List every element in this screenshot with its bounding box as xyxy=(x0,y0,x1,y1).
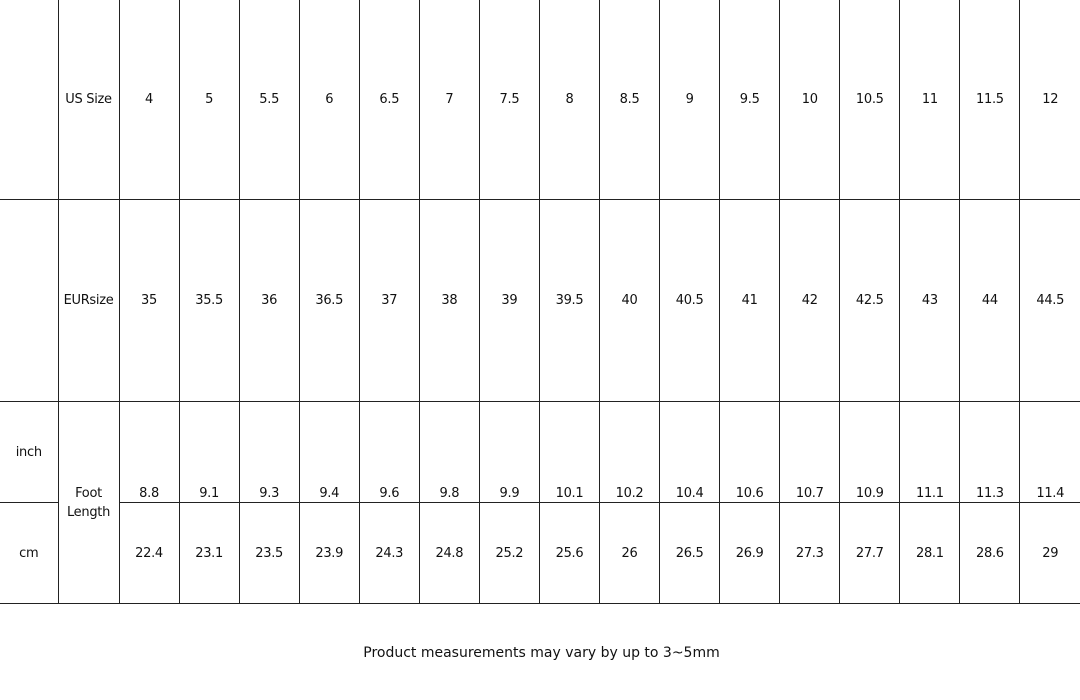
us-size-cell: 10 xyxy=(779,0,841,200)
us-size-cell: 4 xyxy=(118,0,180,200)
foot-length-cm-cell: 24.8 xyxy=(418,502,480,604)
us-size-cell: 12 xyxy=(1019,0,1080,200)
us-size-cell: 6.5 xyxy=(358,0,420,200)
us-size-cell: 8 xyxy=(538,0,601,200)
us-size-cell: 8.5 xyxy=(598,0,661,200)
foot-length-cm-cell: 23.5 xyxy=(238,502,300,604)
foot-length-cm-cell: 25.6 xyxy=(538,502,601,604)
us-size-cell: 10.5 xyxy=(839,0,901,200)
unit-label-cm: cm xyxy=(0,502,59,604)
foot-length-inch-cell: 10.4 xyxy=(659,401,721,503)
size-chart-table: US Size 4 5 5.5 6 6.5 7 7.5 8 8.5 9 9.5 10 10.5 11 11.5… xyxy=(0,0,1080,604)
measurement-note: Product measurements may vary by up to 3… xyxy=(363,645,720,661)
us-size-cell: 7 xyxy=(418,0,480,200)
us-size-cell: 5 xyxy=(178,0,240,200)
foot-length-inch-cell: 10.7 xyxy=(779,401,841,503)
table-row-us-size: US Size 4 5 5.5 6 6.5 7 7.5 8 8.5 9 9.5 10 10.5 11 11.5… xyxy=(0,0,1080,200)
foot-length-cm-cell: 24.3 xyxy=(358,502,420,604)
eur-size-cell: 38 xyxy=(418,199,480,402)
foot-length-cm-cell: 26.5 xyxy=(659,502,721,604)
eur-size-cell: 44.5 xyxy=(1019,199,1080,402)
foot-length-cm-cell: 29 xyxy=(1019,502,1080,604)
eur-size-cell: 35 xyxy=(118,199,180,402)
foot-length-inch-cell: 9.9 xyxy=(478,401,540,503)
eur-size-cell: 43 xyxy=(899,199,961,402)
eur-size-cell: 37 xyxy=(358,199,420,402)
eur-size-cell: 40 xyxy=(598,199,661,402)
eur-size-cell: 36 xyxy=(238,199,300,402)
eur-size-cell: 39.5 xyxy=(538,199,601,402)
eur-size-cell: 41 xyxy=(719,199,781,402)
foot-length-cm-cell: 26.9 xyxy=(719,502,781,604)
foot-length-inch-cell: 8.8 xyxy=(118,401,180,503)
eur-size-cell: 42.5 xyxy=(839,199,901,402)
table-row-foot-length-cm: cm 22.4 23.1 23.5 23.9 24.3 24.8 25.2 25.6 26 26.5… xyxy=(0,502,1080,604)
empty-cell xyxy=(0,0,59,200)
foot-length-cm-cell: 28.1 xyxy=(899,502,961,604)
eur-size-cell: 36.5 xyxy=(298,199,360,402)
foot-length-inch-cell: 10.1 xyxy=(538,401,601,503)
foot-length-inch-cell: 10.6 xyxy=(719,401,781,503)
foot-length-cm-cell: 27.7 xyxy=(839,502,901,604)
foot-length-cm-cell: 23.1 xyxy=(178,502,240,604)
foot-length-cm-cell: 28.6 xyxy=(959,502,1021,604)
us-size-cell: 11.5 xyxy=(959,0,1021,200)
unit-label-inch: inch xyxy=(0,401,59,503)
us-size-cell: 5.5 xyxy=(238,0,300,200)
foot-length-inch-cell: 11.3 xyxy=(959,401,1021,503)
row-label-us-size: US Size xyxy=(57,0,120,200)
empty-cell xyxy=(0,199,59,402)
us-size-cell: 9.5 xyxy=(719,0,781,200)
foot-length-inch-cell: 9.4 xyxy=(298,401,360,503)
us-size-cell: 7.5 xyxy=(478,0,540,200)
foot-length-inch-cell: 9.6 xyxy=(358,401,420,503)
eur-size-cell: 42 xyxy=(779,199,841,402)
foot-length-cm-cell: 25.2 xyxy=(478,502,540,604)
foot-length-cm-cell: 23.9 xyxy=(298,502,360,604)
foot-length-inch-cell: 11.1 xyxy=(899,401,961,503)
foot-length-cm-cell: 26 xyxy=(598,502,661,604)
foot-length-cm-cell: 22.4 xyxy=(118,502,180,604)
us-size-cell: 9 xyxy=(659,0,721,200)
foot-length-inch-cell: 9.3 xyxy=(238,401,300,503)
us-size-cell: 11 xyxy=(899,0,961,200)
row-label-foot-length: Foot Length xyxy=(57,401,120,604)
eur-size-cell: 44 xyxy=(959,199,1021,402)
foot-length-inch-cell: 11.4 xyxy=(1019,401,1080,503)
table-row-foot-length-inch: inch Foot Length 8.8 9.1 9.3 9.4 9.6 9.8 9.9 10.1… xyxy=(0,401,1080,604)
foot-length-inch-cell: 9.8 xyxy=(418,401,480,503)
row-label-eur-size: EURsize xyxy=(57,199,120,402)
us-size-cell: 6 xyxy=(298,0,360,200)
foot-length-inch-cell: 10.9 xyxy=(839,401,901,503)
eur-size-cell: 40.5 xyxy=(659,199,721,402)
eur-size-cell: 39 xyxy=(478,199,540,402)
foot-length-inch-cell: 10.2 xyxy=(598,401,661,503)
table-row-eur-size: EURsize 35 35.5 36 36.5 37 38 39 39.5 40 40.5 41 42 4… xyxy=(0,199,1080,402)
foot-length-inch-cell: 9.1 xyxy=(178,401,240,503)
foot-length-cm-cell: 27.3 xyxy=(779,502,841,604)
eur-size-cell: 35.5 xyxy=(178,199,240,402)
